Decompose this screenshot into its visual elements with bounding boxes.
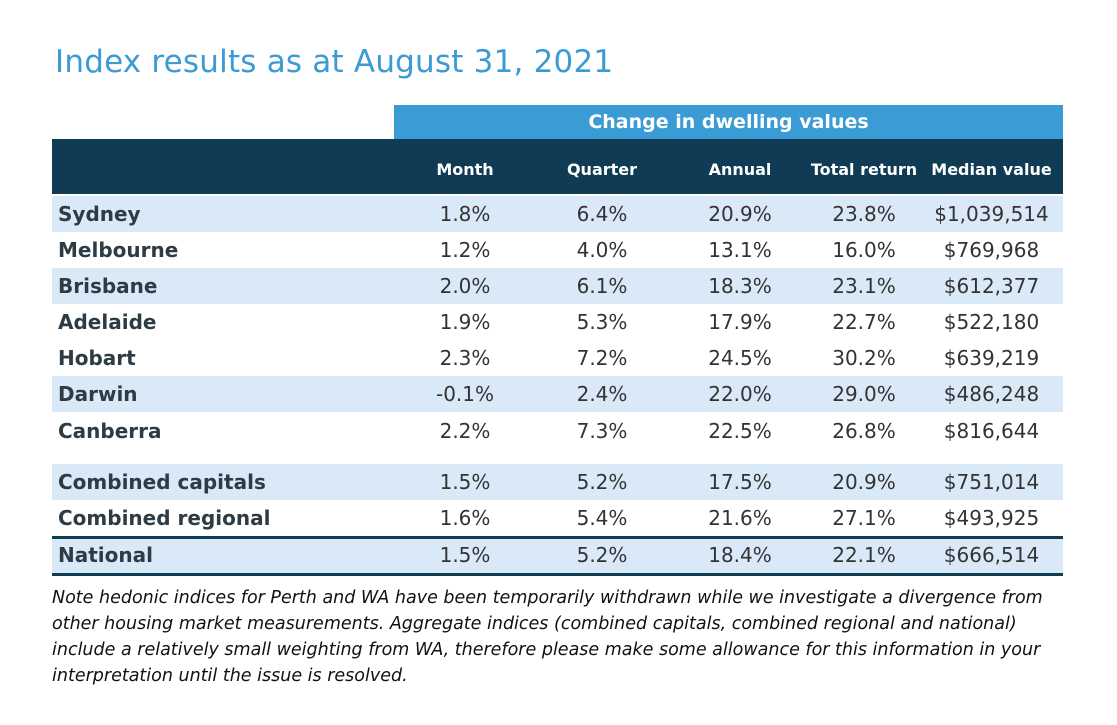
cell-annual: 18.3% — [708, 274, 772, 298]
cell-quarter: 5.2% — [576, 470, 628, 494]
col-header-month: Month — [436, 160, 494, 179]
cell-annual: 17.9% — [708, 310, 772, 334]
table-row: Adelaide 1.9% 5.3% 17.9% 22.7% $522,180 — [52, 304, 1063, 340]
cell-median-value: $639,219 — [943, 346, 1040, 370]
table-row: Canberra 2.2% 7.3% 22.5% 26.8% $816,644 — [52, 413, 1063, 449]
cell-quarter: 5.3% — [576, 310, 628, 334]
cell-quarter: 6.4% — [576, 202, 628, 226]
cell-month: 1.8% — [439, 202, 491, 226]
national-top-rule — [52, 536, 1063, 539]
cell-quarter: 4.0% — [576, 238, 628, 262]
cell-annual: 13.1% — [708, 238, 772, 262]
cell-median-value: $1,039,514 — [934, 202, 1049, 226]
cell-total-return: 16.0% — [832, 238, 896, 262]
cell-median-value: $666,514 — [943, 543, 1040, 567]
cell-quarter: 5.2% — [576, 543, 628, 567]
cell-month: 2.0% — [439, 274, 491, 298]
cell-annual: 22.0% — [708, 382, 772, 406]
cell-city: Melbourne — [58, 238, 179, 262]
col-header-quarter: Quarter — [566, 160, 638, 179]
cell-quarter: 5.4% — [576, 506, 628, 530]
cell-total-return: 22.1% — [832, 543, 896, 567]
table-row: National 1.5% 5.2% 18.4% 22.1% $666,514 — [52, 537, 1063, 573]
cell-median-value: $816,644 — [943, 419, 1040, 443]
cell-month: 1.5% — [439, 543, 491, 567]
cell-total-return: 26.8% — [832, 419, 896, 443]
table-bottom-rule — [52, 573, 1063, 576]
cell-annual: 20.9% — [708, 202, 772, 226]
footnote: Note hedonic indices for Perth and WA ha… — [52, 588, 1043, 686]
cell-city: Adelaide — [58, 310, 157, 334]
table-row: Darwin -0.1% 2.4% 22.0% 29.0% $486,248 — [52, 376, 1063, 412]
table-header: Month Quarter Annual Total return Median… — [52, 139, 1063, 194]
cell-median-value: $486,248 — [943, 382, 1040, 406]
cell-city: Sydney — [58, 202, 141, 226]
cell-month: 2.2% — [439, 419, 491, 443]
cell-total-return: 23.1% — [832, 274, 896, 298]
cell-quarter: 6.1% — [576, 274, 628, 298]
cell-total-return: 30.2% — [832, 346, 896, 370]
cell-annual: 22.5% — [708, 419, 772, 443]
table-row: Melbourne 1.2% 4.0% 13.1% 16.0% $769,968 — [52, 232, 1063, 268]
cell-month: 1.6% — [439, 506, 491, 530]
cell-median-value: $751,014 — [943, 470, 1040, 494]
cell-median-value: $769,968 — [943, 238, 1040, 262]
cell-city: National — [58, 543, 153, 567]
cell-total-return: 22.7% — [832, 310, 896, 334]
page-title: Index results as at August 31, 2021 — [55, 44, 614, 80]
cell-annual: 24.5% — [708, 346, 772, 370]
cell-annual: 17.5% — [708, 470, 772, 494]
col-header-total-return: Total return — [810, 160, 918, 179]
cell-total-return: 27.1% — [832, 506, 896, 530]
col-header-median-value: Median value — [931, 160, 1052, 179]
cell-city: Canberra — [58, 419, 162, 443]
table-row: Hobart 2.3% 7.2% 24.5% 30.2% $639,219 — [52, 340, 1063, 376]
cell-month: 1.2% — [439, 238, 491, 262]
cell-total-return: 29.0% — [832, 382, 896, 406]
cell-month: 2.3% — [439, 346, 491, 370]
cell-quarter: 7.3% — [576, 419, 628, 443]
cell-city: Darwin — [58, 382, 138, 406]
cell-month: 1.5% — [439, 470, 491, 494]
cell-total-return: 20.9% — [832, 470, 896, 494]
cell-month: -0.1% — [435, 382, 495, 406]
column-group-header: Change in dwelling values — [394, 105, 1063, 139]
table-row: Sydney 1.8% 6.4% 20.9% 23.8% $1,039,514 — [52, 196, 1063, 232]
cell-city: Combined regional — [58, 506, 271, 530]
cell-city: Combined capitals — [58, 470, 266, 494]
table-row: Combined regional 1.6% 5.4% 21.6% 27.1% $493,… — [52, 500, 1063, 536]
cell-city: Hobart — [58, 346, 136, 370]
cell-month: 1.9% — [439, 310, 491, 334]
cell-annual: 21.6% — [708, 506, 772, 530]
cell-quarter: 2.4% — [576, 382, 628, 406]
cell-median-value: $493,925 — [943, 506, 1040, 530]
col-header-annual: Annual — [708, 160, 772, 179]
table-row: Brisbane 2.0% 6.1% 18.3% 23.1% $612,377 — [52, 268, 1063, 304]
cell-quarter: 7.2% — [576, 346, 628, 370]
cell-total-return: 23.8% — [832, 202, 896, 226]
table-row: Combined capitals 1.5% 5.2% 17.5% 20.9% $751,… — [52, 464, 1063, 500]
cell-annual: 18.4% — [708, 543, 772, 567]
cell-city: Brisbane — [58, 274, 158, 298]
cell-median-value: $612,377 — [943, 274, 1040, 298]
cell-median-value: $522,180 — [943, 310, 1040, 334]
